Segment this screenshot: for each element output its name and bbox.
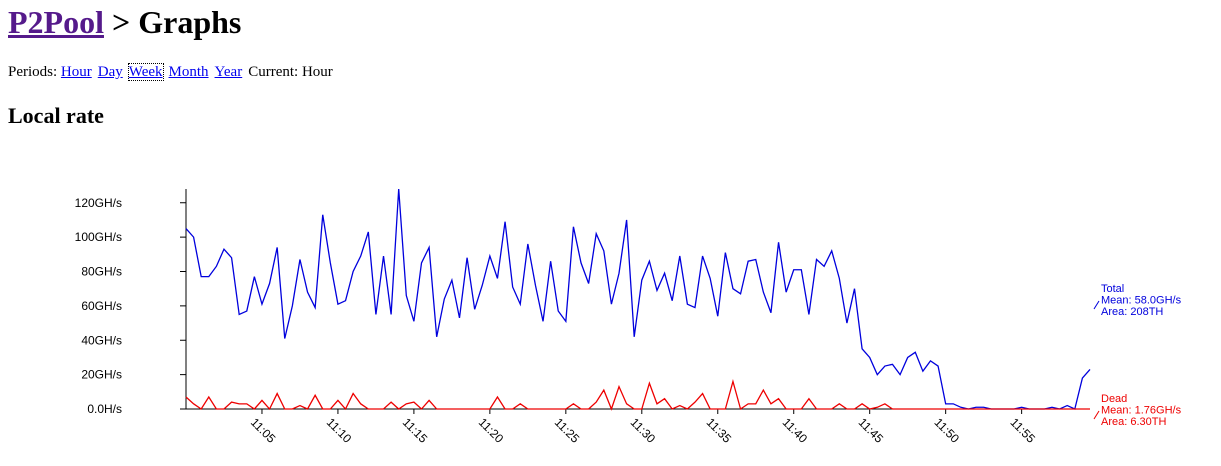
y-tick-label: 0.0H/s xyxy=(87,402,122,416)
page-title: P2Pool > Graphs xyxy=(8,4,241,41)
period-link[interactable]: Day xyxy=(97,64,123,80)
x-tick-label: 11:20 xyxy=(476,415,507,446)
period-link[interactable]: Month xyxy=(168,64,209,80)
y-tick-label: 100GH/s xyxy=(75,230,122,244)
y-tick-label: 60GH/s xyxy=(81,299,122,313)
y-tick-label: 120GH/s xyxy=(75,196,122,210)
home-link[interactable]: P2Pool xyxy=(8,4,104,40)
section-title: Local rate xyxy=(8,103,104,128)
x-tick-label: 11:25 xyxy=(552,415,583,446)
y-tick-label: 20GH/s xyxy=(81,368,122,382)
period-link[interactable]: Year xyxy=(214,64,243,80)
legend-swatch xyxy=(1093,410,1100,420)
period-nav: Periods: Hour Day Week Month Year Current: Ho… xyxy=(8,63,333,81)
x-tick-label: 11:30 xyxy=(628,415,659,446)
legend-text: Total xyxy=(1101,283,1124,295)
period-link[interactable]: Week xyxy=(127,63,164,81)
nav-label: Periods: xyxy=(8,64,58,80)
x-tick-label: 11:35 xyxy=(704,415,735,446)
legend-text: Mean: 58.0GH/s xyxy=(1101,295,1182,307)
series-line xyxy=(185,188,1091,410)
legend-text: Mean: 1.76GH/s xyxy=(1101,405,1182,417)
x-tick-label: 11:15 xyxy=(400,415,431,446)
x-tick-label: 11:05 xyxy=(248,415,279,446)
y-tick-label: 40GH/s xyxy=(81,333,122,347)
legend-text: Area: 6.30TH xyxy=(1101,416,1166,428)
legend-text: Dead xyxy=(1101,393,1127,405)
x-tick-label: 11:45 xyxy=(856,415,887,446)
x-tick-label: 11:40 xyxy=(780,415,811,446)
y-tick-label: 80GH/s xyxy=(81,265,122,279)
x-tick-label: 11:10 xyxy=(324,415,355,446)
title-rest: > Graphs xyxy=(111,4,242,40)
series-line xyxy=(185,379,1090,411)
x-tick-label: 11:50 xyxy=(932,415,963,446)
legend-swatch xyxy=(1093,300,1100,310)
x-tick-label: 11:55 xyxy=(1008,415,1039,446)
legend-text: Area: 208TH xyxy=(1101,306,1163,318)
current-period: Current: Hour xyxy=(248,64,333,80)
period-link[interactable]: Hour xyxy=(60,64,92,80)
